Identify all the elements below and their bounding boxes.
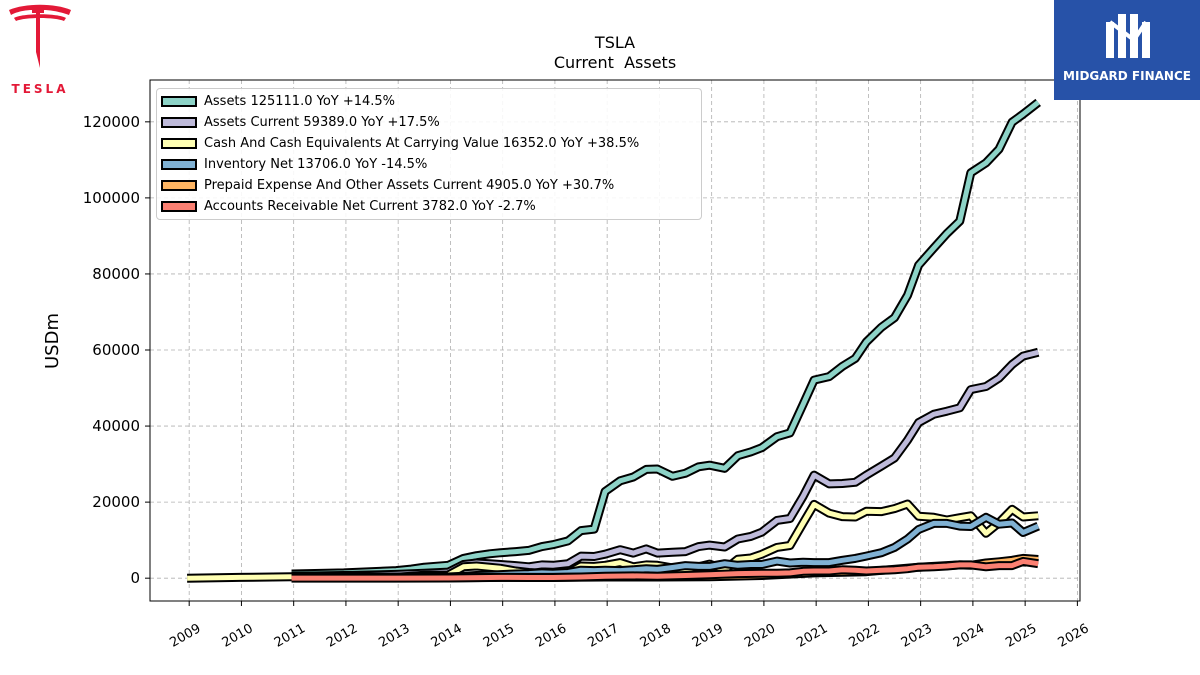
legend-swatch [161, 179, 197, 191]
x-tick-label: 2025 [1003, 621, 1039, 651]
x-tick-label: 2009 [167, 621, 203, 651]
tesla-t-icon [9, 4, 71, 68]
legend-swatch [161, 95, 197, 107]
legend-swatch [161, 200, 197, 212]
x-tick-label: 2018 [638, 621, 674, 651]
chart-subtitle: Current Assets [554, 53, 676, 72]
x-tick-label: 2015 [481, 621, 517, 651]
legend-item: Assets Current 59389.0 YoY +17.5% [157, 113, 440, 131]
x-tick-label: 2013 [376, 621, 412, 651]
x-tick-label: 2012 [324, 621, 360, 651]
x-tick-label: 2022 [847, 621, 883, 651]
legend-swatch [161, 137, 197, 149]
series-line [291, 100, 1040, 577]
legend-item: Cash And Cash Equivalents At Carrying Va… [157, 134, 639, 152]
midgard-wordmark: MIDGARD FINANCE [1063, 69, 1191, 83]
legend-label: Inventory Net 13706.0 YoY -14.5% [204, 156, 428, 172]
y-axis-label: USDm [42, 313, 63, 369]
legend-label: Prepaid Expense And Other Assets Current… [204, 177, 615, 193]
series-line [291, 558, 1039, 581]
y-tick-label: 40000 [92, 417, 140, 435]
legend-item: Accounts Receivable Net Current 3782.0 Y… [157, 197, 536, 215]
plot-frame [149, 79, 1081, 602]
legend-label: Accounts Receivable Net Current 3782.0 Y… [204, 198, 536, 214]
x-tick-label: 2010 [220, 621, 256, 651]
series-line-group [291, 556, 1039, 583]
x-tick-label: 2023 [899, 621, 935, 651]
x-tick-label: 2019 [690, 621, 726, 651]
midgard-logo: MIDGARD FINANCE [1054, 0, 1200, 100]
tesla-wordmark: TESLA [11, 82, 69, 96]
legend-item: Assets 125111.0 YoY +14.5% [157, 92, 395, 110]
legend-item: Prepaid Expense And Other Assets Current… [157, 176, 614, 194]
legend-label: Assets Current 59389.0 YoY +17.5% [204, 114, 440, 130]
y-tick-label: 120000 [83, 113, 140, 131]
x-tick-label: 2024 [951, 621, 987, 651]
chart-legend: Assets 125111.0 YoY +14.5% Assets Current… [156, 88, 702, 220]
x-tick-label: 2020 [742, 621, 778, 651]
chart-title: TSLA [594, 33, 635, 52]
x-tick-label: 2017 [585, 621, 621, 651]
y-tick-label: 100000 [83, 189, 140, 207]
midgard-emblem-icon [1106, 14, 1150, 58]
legend-label: Cash And Cash Equivalents At Carrying Va… [204, 135, 640, 151]
x-tick-label: 2016 [533, 621, 569, 651]
x-tick-label: 2021 [794, 621, 830, 651]
series-line-group [291, 98, 1041, 579]
legend-swatch [161, 158, 197, 170]
y-tick-label: 0 [130, 569, 140, 587]
legend-swatch [161, 116, 197, 128]
legend-item: Inventory Net 13706.0 YoY -14.5% [157, 155, 427, 173]
legend-label: Assets 125111.0 YoY +14.5% [204, 93, 396, 109]
x-tick-label: 2026 [1056, 621, 1092, 651]
y-tick-label: 80000 [92, 265, 140, 283]
y-tick-label: 60000 [92, 341, 140, 359]
x-tick-label: 2014 [429, 621, 465, 651]
x-tick-label: 2011 [272, 621, 308, 651]
y-tick-label: 20000 [92, 493, 140, 511]
tesla-logo: TESLA [0, 0, 80, 100]
